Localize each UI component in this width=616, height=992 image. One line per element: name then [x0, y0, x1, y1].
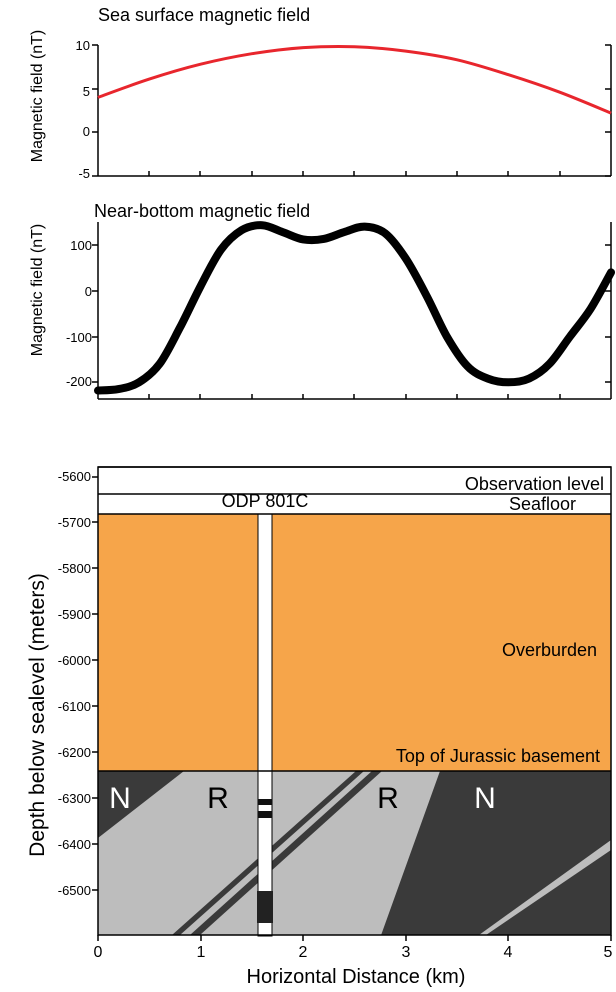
sea-ytick-label: 0 [83, 124, 90, 139]
sea-surface-field-line [97, 44, 612, 115]
distance-xtick-label: 3 [402, 944, 411, 961]
sea-surface-title: Sea surface magnetic field [98, 5, 310, 25]
observation-level-label: Observation level [465, 474, 604, 494]
overburden-layer [98, 514, 611, 771]
near-bottom-axes [92, 222, 612, 400]
depth-ytick-label: -5600 [58, 469, 91, 484]
overburden-label: Overburden [502, 640, 597, 660]
depth-ytick-label: -5900 [58, 607, 91, 622]
normal-stripe-wide [486, 850, 611, 935]
seafloor-label: Seafloor [509, 494, 576, 514]
depth-axis-label: Depth below sealevel (meters) [26, 573, 49, 857]
basement-blocks [98, 771, 611, 935]
depth-ytick-label: -5800 [58, 561, 91, 576]
basement-top-label: Top of Jurassic basement [396, 746, 600, 766]
depth-ytick-label: -6500 [58, 883, 91, 898]
cross-section-lines [92, 466, 612, 941]
normal-block-right [381, 771, 611, 935]
distance-xtick-label: 0 [94, 944, 103, 961]
borehole-column [257, 513, 273, 937]
depth-ytick-label: -5700 [58, 515, 91, 530]
borehole-segment [258, 799, 272, 805]
normal-stripe-thin [190, 771, 382, 935]
borehole-label: ODP 801C [222, 491, 309, 511]
borehole-segment [258, 811, 272, 818]
normal-block-left [98, 771, 184, 838]
near-bottom-title: Near-bottom magnetic field [94, 201, 310, 221]
distance-xtick-labels: 0 1 2 3 4 5 [94, 944, 613, 961]
depth-ytick-label: -6300 [58, 791, 91, 806]
near-bottom-field-line [94, 221, 615, 395]
sea-surface-ylabel: Magnetic field (nT) [29, 30, 46, 163]
near-bottom-yticks: 100 0 -100 -200 [66, 238, 92, 389]
near-bottom-panel: Near-bottom magnetic field Magnetic fiel… [29, 201, 615, 400]
sea-ytick-label: -5 [78, 166, 90, 181]
sea-surface-axes [92, 44, 612, 177]
polarity-label-reversed: R [207, 782, 229, 815]
depth-ytick-labels: -5600 -5700 -5800 -5900 -6000 -6100 -620… [58, 469, 91, 898]
depth-ytick-label: -6100 [58, 699, 91, 714]
odp-801c-borehole [257, 513, 273, 937]
near-ytick-label: 100 [70, 238, 92, 253]
near-ytick-label: -100 [66, 330, 92, 345]
near-ytick-label: -200 [66, 374, 92, 389]
near-bottom-ylabel: Magnetic field (nT) [29, 224, 46, 357]
distance-axis-label: Horizontal Distance (km) [247, 966, 466, 988]
depth-ytick-label: -6400 [58, 837, 91, 852]
depth-ytick-label: -6000 [58, 653, 91, 668]
cross-section-panel: Observation level ODP 801C Seafloor Over… [26, 466, 613, 988]
polarity-label-normal: N [474, 782, 496, 815]
distance-xtick-label: 2 [299, 944, 308, 961]
near-ytick-label: 0 [85, 284, 92, 299]
polarity-label-reversed: R [377, 782, 399, 815]
sea-surface-yticks: 10 5 0 -5 [76, 38, 90, 181]
distance-xtick-label: 1 [197, 944, 206, 961]
polarity-label-normal: N [109, 782, 131, 815]
distance-xtick-label: 5 [604, 944, 613, 961]
sea-ytick-label: 5 [83, 84, 90, 99]
borehole-segment [257, 891, 273, 923]
distance-xtick-label: 4 [504, 944, 513, 961]
depth-ytick-label: -6200 [58, 745, 91, 760]
sea-ytick-label: 10 [76, 38, 90, 53]
sea-surface-panel: Sea surface magnetic field Magnetic fiel… [29, 5, 612, 181]
